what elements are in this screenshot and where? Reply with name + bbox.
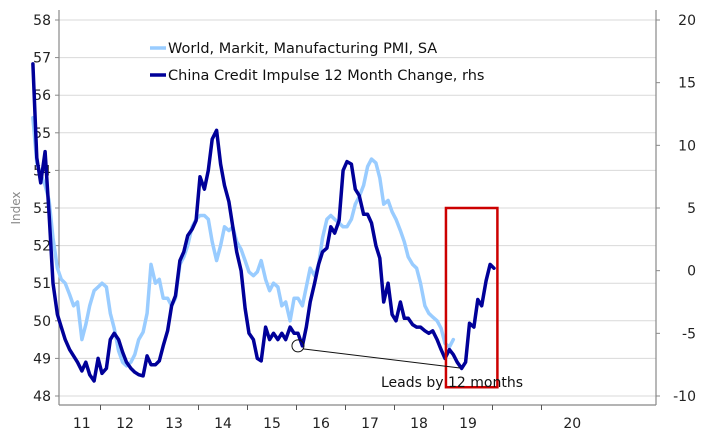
x-axis-ticks: 11 12 13 14 15 16 17 18 19 20 [73, 405, 581, 432]
x-tick-label: 19 [459, 416, 477, 432]
annotation-label: Leads by 12 months [381, 375, 523, 391]
y2-axis-ticks: -10 -5 0 5 10 15 20 [656, 13, 696, 405]
y2-tick-label: -10 [673, 389, 696, 405]
annotation-marker-circle [291, 339, 305, 353]
x-tick-label: 14 [214, 416, 232, 432]
y-axis-title: Index [9, 191, 23, 224]
x-tick-label: 12 [116, 416, 134, 432]
y-tick-label: 49 [33, 351, 51, 367]
x-tick-label: 20 [563, 416, 581, 432]
x-tick-label: 17 [361, 416, 379, 432]
y-tick-label: 48 [33, 389, 51, 405]
legend: World, Markit, Manufacturing PMI, SA Chi… [150, 41, 484, 84]
legend-label-china: China Credit Impulse 12 Month Change, rh… [168, 68, 484, 84]
y2-tick-label: 10 [678, 138, 696, 154]
highlight-box [444, 206, 499, 389]
series-lines [31, 62, 496, 383]
series-line-world-pmi [31, 116, 456, 368]
annotations: Leads by 12 months [291, 206, 523, 391]
y2-tick-label: 0 [687, 264, 696, 280]
x-tick-label: 15 [263, 416, 281, 432]
y2-tick-label: -5 [682, 326, 696, 342]
y-tick-label: 53 [33, 201, 51, 217]
series-line-china-credit-impulse [31, 62, 496, 383]
y-tick-label: 51 [33, 276, 51, 292]
x-tick-label: 11 [73, 416, 91, 432]
y-tick-label: 58 [33, 13, 51, 29]
y2-tick-label: 20 [678, 13, 696, 29]
y-tick-label: 50 [33, 314, 51, 330]
y-tick-label: 52 [33, 239, 51, 255]
y-tick-label: 57 [33, 51, 51, 67]
x-tick-label: 18 [410, 416, 428, 432]
y-tick-label: 56 [33, 88, 51, 104]
y2-tick-label: 15 [678, 76, 696, 92]
x-tick-label: 16 [312, 416, 330, 432]
legend-item-china: China Credit Impulse 12 Month Change, rh… [150, 68, 484, 84]
legend-label-pmi: World, Markit, Manufacturing PMI, SA [168, 41, 437, 57]
y2-tick-label: 5 [687, 201, 696, 217]
x-tick-label: 13 [165, 416, 183, 432]
legend-item-pmi: World, Markit, Manufacturing PMI, SA [150, 41, 437, 57]
annotation-leader-line [302, 348, 461, 369]
